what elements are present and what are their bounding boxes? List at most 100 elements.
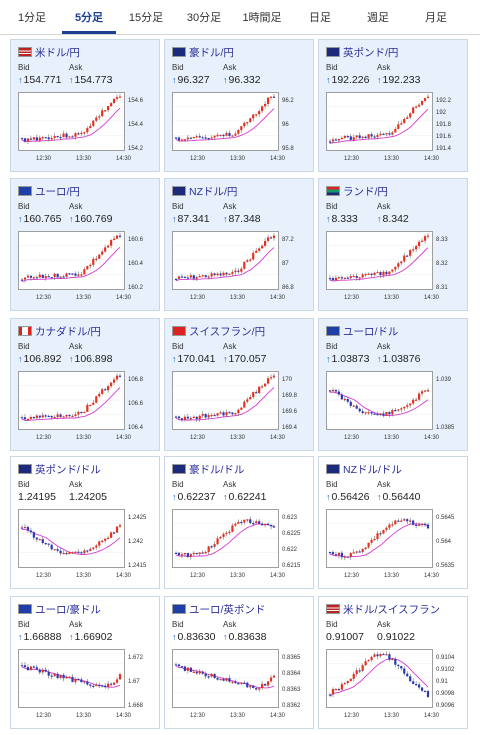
tab-30min[interactable]: 30分足	[186, 12, 222, 24]
rate-card[interactable]: 米ドル/スイスフラン Bid Ask 0.91007 0.91022 0.9104 0.91…	[318, 596, 468, 729]
pair-name[interactable]: ランド/円	[343, 186, 388, 198]
x-tick-label: 14:30	[116, 156, 132, 162]
pair-name[interactable]: NZドル/円	[189, 186, 238, 198]
pair-name[interactable]: 米ドル/スイスフラン	[343, 604, 441, 616]
flag-eu-icon	[172, 604, 186, 615]
pair-title[interactable]: スイスフラン/円	[172, 324, 265, 339]
tab-daily[interactable]: 日足	[309, 12, 331, 24]
candle-body	[65, 414, 68, 417]
pair-name[interactable]: 豪ドル/円	[189, 47, 234, 59]
y-tick-label: 8.31	[436, 285, 448, 291]
candle-body	[400, 666, 403, 669]
candle-body	[92, 402, 95, 405]
candle-body	[406, 519, 409, 522]
tab-monthly[interactable]: 月足	[425, 12, 447, 24]
pair-title[interactable]: NZドル/ドル	[326, 462, 402, 477]
candle-body	[95, 545, 98, 548]
tab-weekly[interactable]: 週足	[367, 12, 389, 24]
candle-body	[222, 679, 225, 681]
candle-body	[115, 97, 119, 99]
rate-card[interactable]: 豪ドル/円 Bid Ask ↑96.327 ↑96.332 96.2 96 95.8 12:30…	[164, 39, 314, 172]
rate-card[interactable]: カナダドル/円 Bid Ask ↑106.892 ↑106.898 106.8 106.6 1…	[10, 318, 160, 451]
pair-title[interactable]: ランド/円	[326, 184, 388, 199]
candle-body	[370, 539, 373, 543]
pair-title[interactable]: 豪ドル/ドル	[172, 462, 244, 477]
pair-name[interactable]: ユーロ/豪ドル	[35, 604, 101, 616]
pair-title[interactable]: 米ドル/円	[18, 45, 80, 60]
tab-15min[interactable]: 15分足	[128, 12, 164, 24]
rate-card[interactable]: スイスフラン/円 Bid Ask ↑170.041 ↑170.057 170 169.8 16…	[164, 318, 314, 451]
candle-body	[112, 682, 116, 685]
candle-body	[394, 520, 397, 525]
pair-title[interactable]: ユーロ/ドル	[326, 324, 398, 339]
pair-title[interactable]: ユーロ/円	[18, 184, 80, 199]
rate-card[interactable]: ユーロ/豪ドル Bid Ask ↑1.66888 ↑1.66902 1.672 1.67 1.…	[10, 596, 160, 729]
flag-eu-icon	[18, 186, 32, 197]
candle-body	[394, 266, 397, 270]
pair-title[interactable]: NZドル/円	[172, 184, 237, 199]
y-tick-label: 0.6215	[282, 563, 301, 569]
candle-body	[92, 685, 95, 688]
pair-name[interactable]: スイスフラン/円	[189, 326, 266, 338]
pair-title[interactable]: 豪ドル/円	[172, 45, 234, 60]
rate-card[interactable]: NZドル/円 Bid Ask ↑87.341 ↑87.348 87.2 87 86.8 12:3…	[164, 178, 314, 311]
candle-body	[349, 401, 352, 406]
ask-value: ↑87.348	[223, 213, 261, 225]
candle-body	[388, 654, 391, 660]
rate-card[interactable]: 米ドル/円 Bid Ask ↑154.771 ↑154.773 154.6 154.4 154…	[10, 39, 160, 172]
candle-body	[32, 137, 35, 140]
candle-body	[35, 537, 38, 540]
rate-card[interactable]: NZドル/ドル Bid Ask ↑0.56426 ↑0.56440 0.5645 0.564…	[318, 456, 468, 589]
candle-body	[186, 416, 189, 419]
bid-label: Bid	[326, 202, 338, 211]
pair-title[interactable]: ユーロ/豪ドル	[18, 602, 101, 617]
pair-title[interactable]: ユーロ/英ポンド	[172, 602, 265, 617]
bid-label: Bid	[18, 480, 30, 489]
rate-card[interactable]: ランド/円 Bid Ask ↑8.333 ↑8.342 8.33 8.32 8.31 12:30…	[318, 178, 468, 311]
candle-body	[77, 551, 80, 553]
pair-name[interactable]: NZドル/ドル	[343, 464, 402, 476]
pair-title[interactable]: 英ポンド/円	[326, 45, 398, 60]
candle-body	[201, 275, 204, 277]
pair-title[interactable]: カナダドル/円	[18, 324, 101, 339]
pair-name[interactable]: 米ドル/円	[35, 47, 80, 59]
candle-body	[373, 272, 376, 276]
tab-1min[interactable]: 1分足	[17, 12, 47, 24]
rate-card[interactable]: 英ポンド/円 Bid Ask ↑192.226 ↑192.233 192.2 192 191.…	[318, 39, 468, 172]
pair-name[interactable]: 英ポンド/ドル	[35, 464, 101, 476]
rate-card[interactable]: 豪ドル/ドル Bid Ask ↑0.62237 ↑0.62241 0.623 0.6225 0…	[164, 456, 314, 589]
candle-body	[180, 554, 184, 556]
candle-body	[29, 417, 33, 419]
pair-name[interactable]: 豪ドル/ドル	[189, 464, 245, 476]
y-tick-label: 160.2	[128, 285, 144, 291]
pair-name[interactable]: 英ポンド/円	[343, 47, 399, 59]
candle-body	[83, 681, 86, 683]
rate-card[interactable]: ユーロ/円 Bid Ask ↑160.765 ↑160.769 160.6 160.4 160…	[10, 178, 160, 311]
candle-body	[20, 138, 24, 140]
tab-1hour[interactable]: 1時間足	[242, 12, 282, 24]
pair-name[interactable]: ユーロ/英ポンド	[189, 604, 266, 616]
y-tick-label: 87	[282, 261, 289, 267]
pair-name[interactable]: ユーロ/円	[35, 186, 80, 198]
candle-body	[50, 675, 53, 677]
candle-body	[107, 537, 110, 540]
pair-name[interactable]: カナダドル/円	[35, 326, 101, 338]
x-tick-label: 13:30	[230, 573, 246, 579]
candle-body	[107, 683, 110, 688]
candle-body	[198, 276, 201, 278]
candle-body	[83, 411, 86, 414]
candle-body	[263, 103, 267, 107]
tab-5min[interactable]: 5分足	[62, 0, 116, 34]
moving-average-line	[21, 528, 121, 555]
candle-body	[207, 138, 210, 140]
plot-area	[172, 92, 279, 151]
pair-title[interactable]: 米ドル/スイスフラン	[326, 602, 440, 617]
pair-title[interactable]: 英ポンド/ドル	[18, 462, 101, 477]
rate-card[interactable]: ユーロ/ドル Bid Ask ↑1.03873 ↑1.03876 1.039 1.0385 1…	[318, 318, 468, 451]
x-tick-label: 13:30	[384, 435, 400, 441]
rate-card[interactable]: ユーロ/英ポンド Bid Ask ↑0.83630 ↑0.83638 0.8365 0.83…	[164, 596, 314, 729]
candle-body	[417, 241, 421, 247]
pair-name[interactable]: ユーロ/ドル	[343, 326, 399, 338]
rate-card[interactable]: 英ポンド/ドル Bid Ask 1.24195 1.24205 1.2425 1.242 1.…	[10, 456, 160, 589]
candlestick-chart: 160.6 160.4 160.2 12:30 13:30 14:30	[18, 231, 144, 301]
